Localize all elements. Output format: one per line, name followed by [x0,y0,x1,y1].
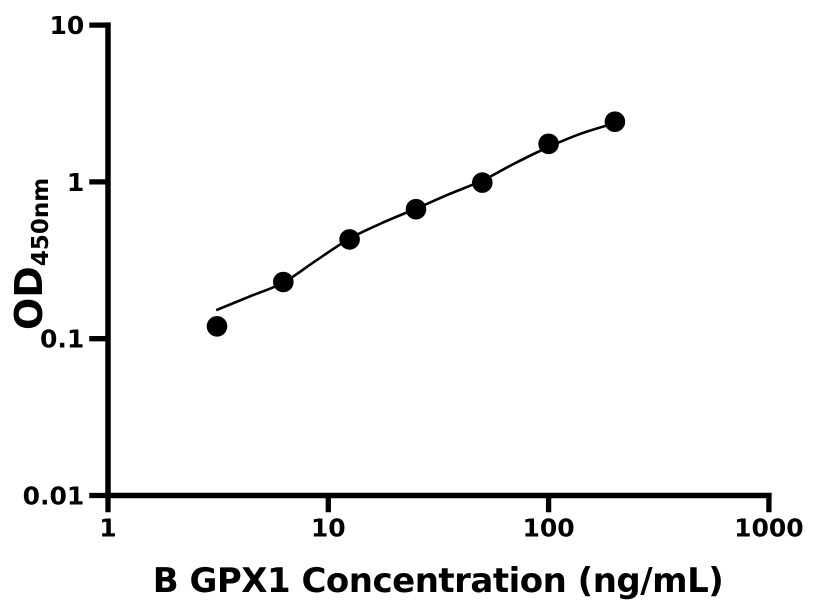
x-tick-label-100: 100 [523,514,575,543]
x-tick-label-1000: 1000 [734,514,804,543]
y-tick-label-10: 10 [49,11,84,40]
data-point-4 [405,198,427,220]
data-point-2 [273,271,294,293]
y-tick-label-0.01: 0.01 [23,482,85,511]
points-layer [206,111,626,337]
data-point-5 [472,172,493,193]
y-axis-title-subscript: 450nm [28,178,54,266]
y-tick-label-1: 1 [67,168,84,197]
y-tick-label-0.1: 0.1 [40,325,84,354]
y-axis-title: OD450nm [7,178,54,330]
data-point-1 [206,316,228,337]
x-tick-label-1: 1 [99,514,116,543]
y-axis-title-main: OD [7,266,51,330]
data-point-7 [604,111,626,132]
data-point-3 [339,229,360,250]
x-axis-title: B GPX1 Concentration (ng/mL) [153,561,724,601]
axes-layer: 0.01 0.1 1 10 1 10 100 1000 [23,11,804,542]
data-point-6 [538,133,559,155]
x-tick-label-10: 10 [311,514,346,543]
